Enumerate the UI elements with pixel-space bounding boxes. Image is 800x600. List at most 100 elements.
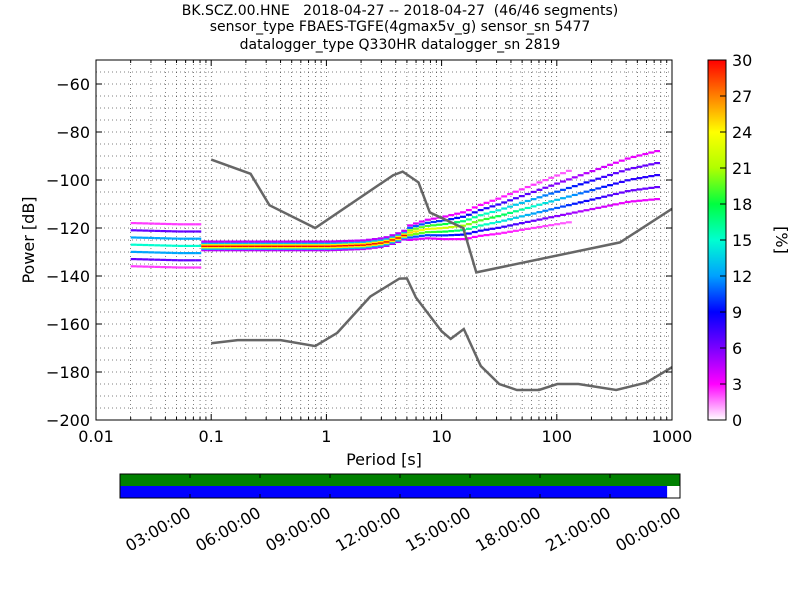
heatmap-cell bbox=[307, 246, 314, 249]
heatmap-cell bbox=[271, 244, 278, 247]
heatmap-cell bbox=[501, 213, 508, 216]
heatmap-cell bbox=[265, 244, 272, 247]
heatmap-cell bbox=[307, 249, 314, 252]
heatmap-cell bbox=[218, 249, 225, 252]
heatmap-cell bbox=[189, 259, 196, 262]
heatmap-cell bbox=[160, 237, 166, 240]
heatmap-cell bbox=[301, 241, 308, 245]
heatmap-cell bbox=[471, 235, 478, 239]
heatmap-cell bbox=[377, 241, 384, 244]
heatmap-cell bbox=[507, 211, 513, 215]
heatmap-cell bbox=[489, 233, 496, 236]
heatmap-cell bbox=[507, 224, 513, 227]
colorbar-label: [%] bbox=[772, 226, 791, 254]
y-tick-label: −140 bbox=[46, 267, 90, 286]
heatmap-cell bbox=[413, 227, 419, 230]
availability-tick-label: 09:00:00 bbox=[262, 503, 334, 555]
heatmap-cell bbox=[524, 192, 531, 196]
heatmap-cell bbox=[377, 240, 384, 243]
heatmap-cell bbox=[571, 193, 578, 197]
heatmap-cell bbox=[301, 247, 308, 250]
heatmap-cell bbox=[465, 213, 472, 216]
heatmap-cell bbox=[442, 226, 449, 229]
heatmap-cell bbox=[207, 241, 214, 245]
heatmap-cell bbox=[130, 222, 137, 225]
heatmap-cell bbox=[365, 245, 372, 249]
heatmap-cell bbox=[354, 246, 361, 249]
heatmap-cell bbox=[518, 222, 525, 225]
heatmap-cell bbox=[207, 246, 214, 249]
heatmap-cell bbox=[554, 174, 561, 177]
heatmap-cell bbox=[430, 234, 437, 237]
heatmap-cell bbox=[413, 225, 419, 228]
heatmap-cell bbox=[442, 238, 449, 241]
heatmap-cell bbox=[577, 210, 584, 213]
heatmap-cell bbox=[301, 243, 308, 246]
heatmap-cell bbox=[213, 241, 219, 245]
heatmap-cell bbox=[248, 240, 255, 243]
heatmap-cell bbox=[183, 230, 190, 233]
y-tick-label: −60 bbox=[56, 75, 90, 94]
heatmap-cell bbox=[636, 154, 643, 157]
heatmap-cell bbox=[565, 221, 572, 224]
heatmap-cell bbox=[324, 243, 331, 246]
heatmap-cell bbox=[313, 246, 319, 249]
heatmap-cell bbox=[495, 215, 502, 218]
heatmap-cell bbox=[348, 239, 355, 242]
heatmap-cell bbox=[195, 237, 202, 240]
heatmap-cell bbox=[583, 209, 590, 212]
heatmap-cell bbox=[301, 240, 308, 243]
heatmap-cell bbox=[648, 175, 655, 178]
heatmap-cell bbox=[365, 238, 372, 241]
heatmap-cell bbox=[413, 232, 419, 236]
heatmap-cell bbox=[148, 265, 155, 268]
heatmap-cell bbox=[424, 231, 431, 234]
heatmap-cell bbox=[130, 236, 137, 239]
heatmap-cell bbox=[342, 247, 349, 250]
heatmap-cell bbox=[583, 199, 590, 203]
plot-frame bbox=[95, 59, 673, 421]
colorbar-tick-label: 30 bbox=[732, 51, 752, 70]
heatmap-cell bbox=[395, 233, 402, 236]
heatmap-cell bbox=[630, 178, 637, 181]
heatmap-cell bbox=[360, 245, 366, 248]
heatmap-cell bbox=[195, 252, 202, 255]
heatmap-cell bbox=[295, 247, 302, 250]
heatmap-cell bbox=[589, 207, 596, 211]
heatmap-cell bbox=[654, 174, 661, 177]
heatmap-cell bbox=[183, 223, 190, 226]
heatmap-cell bbox=[283, 244, 290, 247]
heatmap-cell bbox=[654, 186, 661, 189]
heatmap-cell bbox=[330, 241, 337, 244]
heatmap-cell bbox=[260, 244, 266, 247]
heatmap-cell bbox=[595, 197, 602, 200]
heatmap-cell bbox=[565, 212, 572, 215]
heatmap-cell bbox=[201, 249, 208, 252]
colorbar-tick-label: 24 bbox=[732, 123, 752, 142]
heatmap-cell bbox=[201, 240, 208, 243]
heatmap-cell bbox=[148, 244, 155, 247]
heatmap-cell bbox=[201, 244, 208, 247]
heatmap-cell bbox=[471, 221, 478, 224]
heatmap-cell bbox=[471, 230, 478, 234]
heatmap-cell bbox=[254, 241, 261, 245]
heatmap-cell bbox=[630, 166, 637, 170]
heatmap-cell bbox=[318, 246, 325, 249]
heatmap-cell bbox=[213, 249, 219, 252]
heatmap-cell bbox=[477, 229, 484, 232]
availability-bar-lower bbox=[120, 486, 668, 498]
heatmap-cell bbox=[277, 240, 284, 243]
availability-tick-label: 18:00:00 bbox=[472, 503, 544, 555]
heatmap-cell bbox=[524, 206, 531, 210]
heatmap-cell bbox=[424, 221, 431, 224]
heatmap-cell bbox=[507, 218, 513, 221]
heatmap-cell bbox=[395, 239, 402, 242]
y-axis-label: Power [dB] bbox=[19, 196, 38, 283]
heatmap-cell bbox=[183, 252, 190, 255]
heatmap-cell bbox=[518, 228, 525, 231]
heatmap-cell bbox=[265, 241, 272, 245]
heatmap-cell bbox=[448, 230, 455, 233]
heatmap-cell bbox=[648, 186, 655, 189]
heatmap-cell bbox=[236, 246, 243, 249]
heatmap-cell bbox=[630, 200, 637, 203]
